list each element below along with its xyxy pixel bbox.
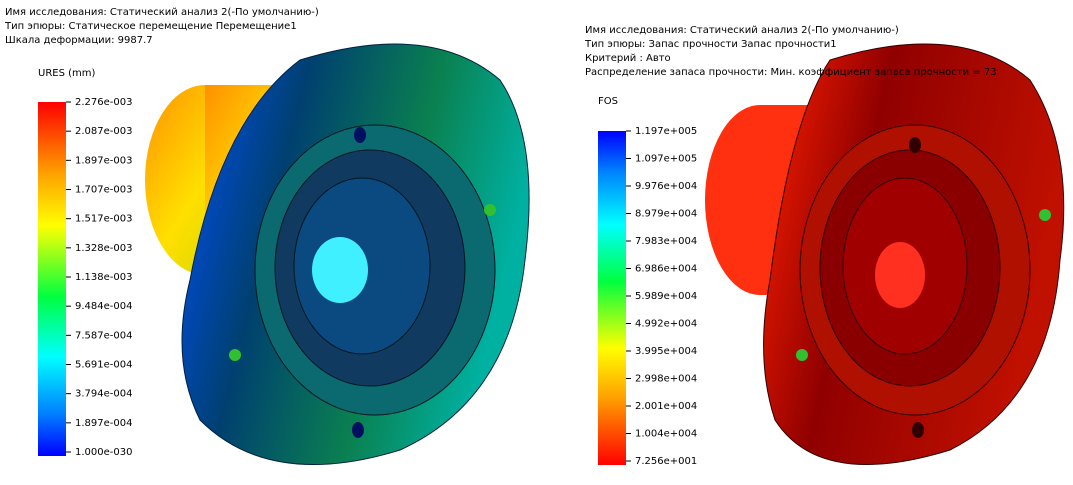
header-line: Тип эпюры: Запас прочности Запас прочнос… [584, 39, 837, 50]
legend-label: 1.197e+005 [635, 126, 697, 137]
legend-label: 3.794e-004 [75, 389, 132, 400]
legend-title: FOS [598, 96, 618, 107]
legend-label: 9.484e-004 [75, 301, 132, 312]
legend-label: 6.986e+004 [635, 264, 697, 275]
legend-label: 8.979e+004 [635, 209, 697, 220]
header-line: Имя исследования: Статический анализ 2(-… [585, 25, 899, 36]
color-bar [38, 102, 66, 456]
header-line: Шкала деформации: 9987.7 [5, 35, 153, 46]
legend-title: URES (mm) [38, 68, 95, 79]
header-line: Имя исследования: Статический анализ 2(-… [5, 7, 319, 18]
header-line: Тип эпюры: Статическое перемещение Перем… [4, 21, 297, 32]
screen: Имя исследования: Статический анализ 2(-… [0, 0, 1073, 481]
legend-label: 9.976e+004 [635, 181, 697, 192]
color-bar [598, 131, 626, 465]
header-line: Распределение запаса прочности: Мин. коэ… [585, 67, 997, 78]
legend-label: 2.276e-003 [75, 97, 132, 108]
part-left [145, 44, 529, 465]
legend-label: 2.087e-003 [75, 126, 132, 137]
legend-label: 1.097e+005 [635, 154, 697, 165]
legend-label: 1.000e-030 [75, 447, 132, 458]
legend-label: 3.995e+004 [635, 346, 697, 357]
legend-label: 7.983e+004 [635, 236, 697, 247]
header-line: Критерий : Авто [585, 53, 671, 64]
legend-label: 1.897e-003 [75, 155, 132, 166]
legend-label: 5.989e+004 [635, 291, 697, 302]
legend-label: 1.897e-004 [75, 418, 132, 429]
legend-label: 5.691e-004 [75, 360, 132, 371]
legend-label: 1.004e+004 [635, 429, 697, 440]
legend-label: 7.256e+001 [635, 456, 697, 467]
legend-label: 1.138e-003 [75, 272, 132, 283]
legend-label: 2.001e+004 [635, 401, 697, 412]
legend-label: 7.587e-004 [75, 330, 132, 341]
legend-label: 2.998e+004 [635, 374, 697, 385]
legend-label: 1.328e-003 [75, 243, 132, 254]
legend-label: 1.707e-003 [75, 185, 132, 196]
legend-label: 4.992e+004 [635, 319, 697, 330]
legend-label: 1.517e-003 [75, 214, 132, 225]
part-right [705, 44, 1064, 465]
